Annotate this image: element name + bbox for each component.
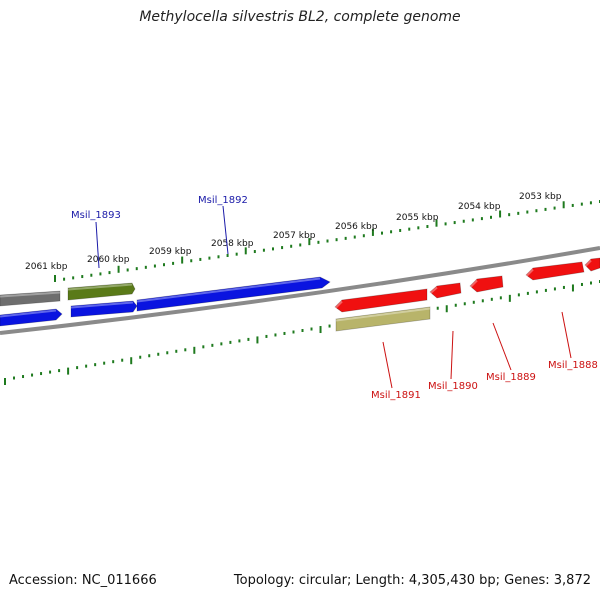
gene-msil-1892-highlight	[136, 277, 321, 303]
msil-1889-leader	[492, 322, 512, 371]
msil-1893-label: Msil_1893	[71, 210, 121, 221]
gene-red-edge-highlight	[584, 259, 592, 268]
scale-label: 2061 kbp	[25, 262, 68, 272]
scale-label: 2059 kbp	[149, 247, 192, 257]
gene-msil-1893-highlight	[67, 283, 133, 291]
gene-gray	[0, 290, 61, 307]
gene-features	[0, 257, 600, 332]
gene-msil-1892	[136, 276, 331, 312]
msil-1888-leader	[561, 311, 572, 359]
msil-1890-leader	[450, 330, 454, 380]
upper-scale-ticks	[54, 200, 600, 282]
genome-title: Methylocella silvestris BL2, complete ge…	[139, 9, 461, 25]
genome-backbone	[0, 246, 600, 335]
msil-1892-leader	[222, 205, 229, 255]
scale-label: 2057 kbp	[273, 231, 316, 241]
gene-msil-1889-highlight	[469, 279, 478, 289]
gene-msil-1891	[334, 288, 428, 313]
msil-1891-label: Msil_1891	[371, 390, 421, 401]
scale-labels: 2061 kbp 2060 kbp 2059 kbp 2058 kbp 2057 kbp…	[25, 192, 562, 272]
gene-blue-left-highlight	[0, 309, 57, 318]
msil-1890-label: Msil_1890	[428, 381, 478, 392]
scale-label: 2054 kbp	[458, 202, 501, 212]
gene-gray-highlight	[0, 291, 61, 298]
msil-1889-label: Msil_1889	[486, 372, 536, 383]
gene-msil-1893	[67, 282, 136, 301]
gene-blue-small-highlight	[70, 301, 134, 309]
msil-1891-leader	[382, 341, 393, 389]
gene-khaki	[335, 306, 431, 332]
gene-blue-small	[70, 300, 138, 318]
gene-msil-1888	[525, 261, 585, 281]
gene-labels: Msil_1893 Msil_1892 Msil_1891 Msil_1890 Msil…	[71, 195, 598, 401]
gene-msil-1891-highlight	[334, 300, 343, 310]
scale-label: 2055 kbp	[396, 213, 439, 223]
genome-summary-text: Topology: circular; Length: 4,305,430 bp…	[233, 573, 591, 588]
scale-label: 2060 kbp	[87, 255, 130, 265]
gene-msil-1889	[469, 275, 504, 293]
scale-label: 2056 kbp	[335, 222, 378, 232]
msil-1888-label: Msil_1888	[548, 360, 598, 371]
scale-label: 2058 kbp	[211, 239, 254, 249]
accession-text: Accession: NC_011666	[9, 573, 157, 588]
gene-blue-left	[0, 308, 63, 327]
msil-1893-leader	[95, 221, 100, 269]
msil-1892-label: Msil_1892	[198, 195, 248, 206]
gene-msil-1890-highlight	[429, 286, 438, 295]
gene-khaki-highlight	[335, 307, 431, 322]
scale-label: 2053 kbp	[519, 192, 562, 202]
gene-red-edge	[584, 257, 600, 272]
gene-msil-1890	[429, 282, 462, 299]
gene-msil-1888-highlight	[525, 268, 534, 278]
